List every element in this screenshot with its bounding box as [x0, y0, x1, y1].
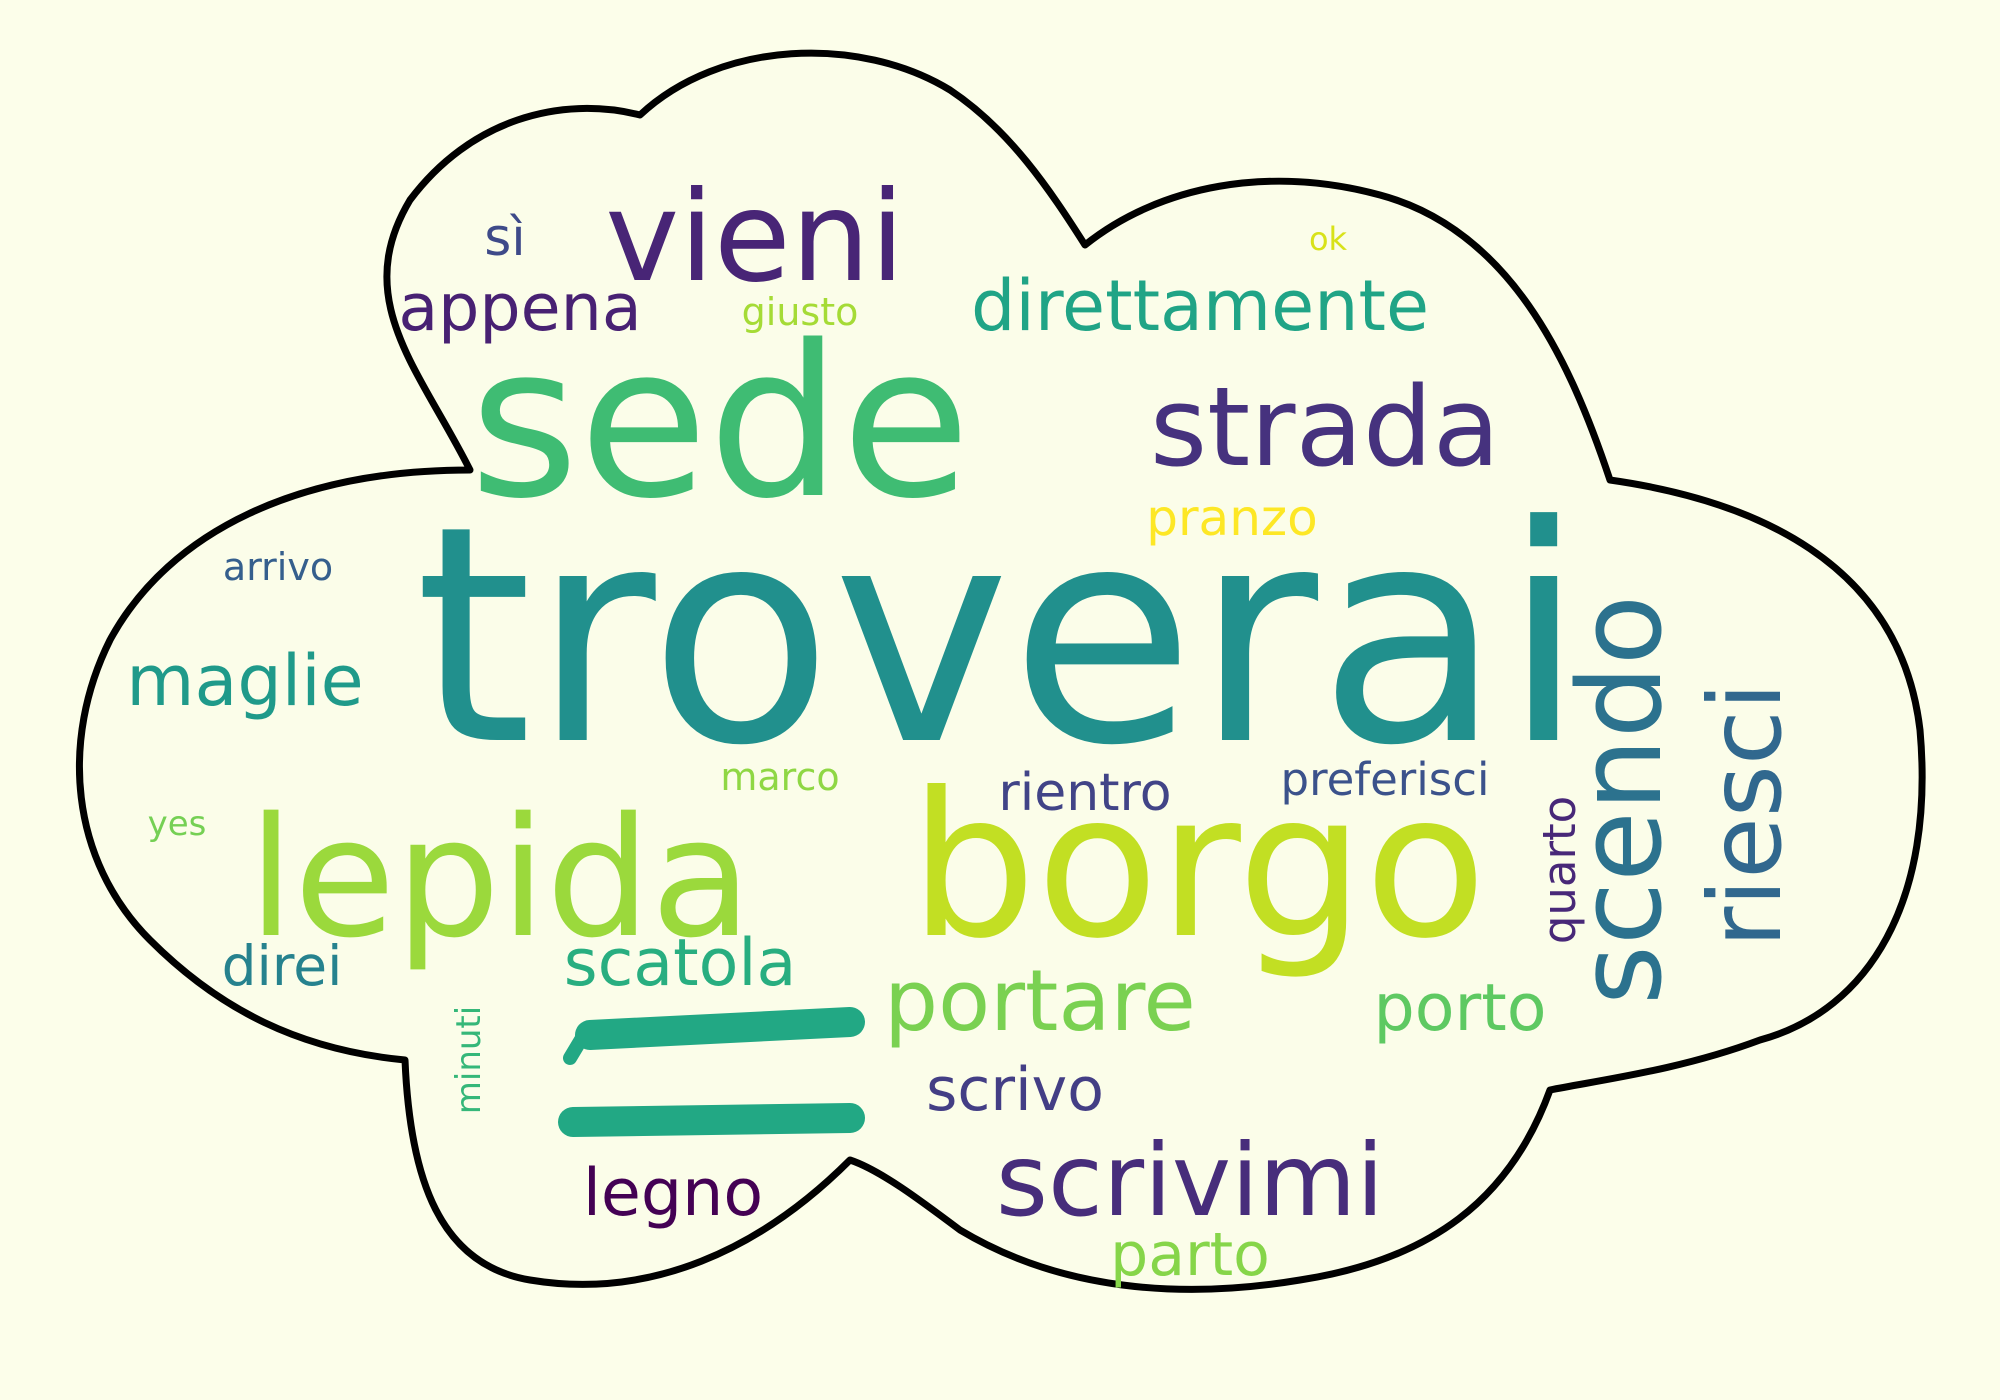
word-appena: appena: [398, 271, 641, 346]
word-direi: direi: [222, 934, 343, 998]
word-riesci: riesci: [1687, 682, 1804, 947]
word-preferisci: preferisci: [1281, 753, 1490, 806]
word-troverai: troverai: [415, 462, 1586, 811]
word-direttamente: direttamente: [971, 265, 1429, 347]
word-ok: ok: [1309, 220, 1348, 258]
word-parto: parto: [1110, 1220, 1270, 1290]
cloud-shape: [76, 49, 1926, 1293]
word-marco: marco: [720, 755, 839, 799]
word-si: sì: [484, 208, 526, 268]
word-portare: portare: [884, 952, 1196, 1051]
word-big-i-accent-mark: [558, 1007, 865, 1137]
word-strada: strada: [1150, 363, 1500, 491]
word-sede: sede: [469, 300, 970, 545]
word-yes: yes: [148, 804, 207, 844]
word-rientro: rientro: [998, 763, 1171, 823]
word-maglie: maglie: [126, 640, 363, 722]
word-pranzo: pranzo: [1146, 489, 1317, 547]
word-porto: porto: [1373, 971, 1546, 1046]
word-legno: legno: [583, 1156, 763, 1231]
word-minuti: minuti: [449, 1006, 489, 1114]
word-scrivimi: scrivimi: [996, 1122, 1384, 1239]
word-arrivo: arrivo: [223, 545, 333, 589]
word-giusto: giusto: [742, 290, 859, 334]
word-scatola: scatola: [564, 926, 797, 1001]
word-scendo: scendo: [1554, 595, 1688, 1005]
word-vieni: vieni: [605, 165, 905, 310]
word-lepida: lepida: [248, 782, 752, 974]
word-quarto: quarto: [1533, 796, 1586, 944]
word-scrivo: scrivo: [926, 1055, 1104, 1125]
word-borgo: borgo: [909, 750, 1486, 983]
